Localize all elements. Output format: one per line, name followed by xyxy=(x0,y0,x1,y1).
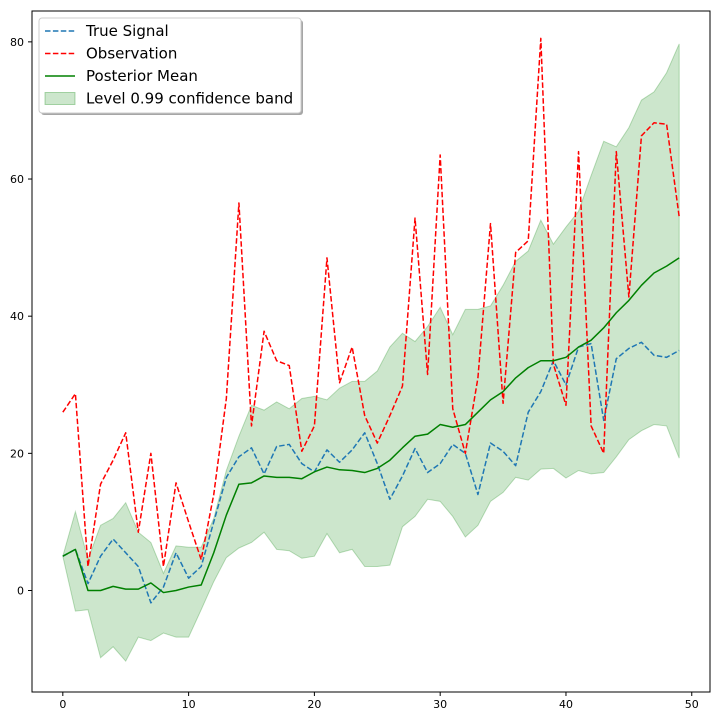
x-tick-label: 20 xyxy=(307,698,321,711)
legend: True Signal Observation Posterior Mean Leve… xyxy=(38,17,303,115)
series-line-observation xyxy=(62,37,680,568)
x-tick-label: 30 xyxy=(433,698,447,711)
x-tick-label: 0 xyxy=(59,698,66,711)
legend-label-true-signal: True Signal xyxy=(85,22,169,40)
confidence-band-layer xyxy=(62,43,680,663)
y-tick-label: 40 xyxy=(10,310,24,323)
legend-box xyxy=(38,17,302,114)
legend-swatch-level-0-99-confidence-band xyxy=(44,92,76,105)
series-line-posterior-mean xyxy=(62,257,680,594)
series-line-true-signal xyxy=(62,341,680,604)
confidence-band-area xyxy=(62,43,680,663)
y-tick-label: 80 xyxy=(10,36,24,49)
axes-layer: 0 10 20 30 40 50 0 20 40 60 80 xyxy=(10,10,711,711)
x-tick-label: 10 xyxy=(182,698,196,711)
y-tick-label: 20 xyxy=(10,447,24,460)
y-tick-label: 0 xyxy=(17,585,24,598)
legend-label-level-0-99-confidence-band: Level 0.99 confidence band xyxy=(86,90,293,108)
y-tick-label: 60 xyxy=(10,173,24,186)
series-layer xyxy=(62,37,680,604)
legend-label-observation: Observation xyxy=(86,45,177,63)
x-tick-label: 50 xyxy=(685,698,699,711)
plot-frame xyxy=(31,10,711,693)
legend-label-posterior-mean: Posterior Mean xyxy=(86,67,198,85)
x-tick-label: 40 xyxy=(559,698,573,711)
